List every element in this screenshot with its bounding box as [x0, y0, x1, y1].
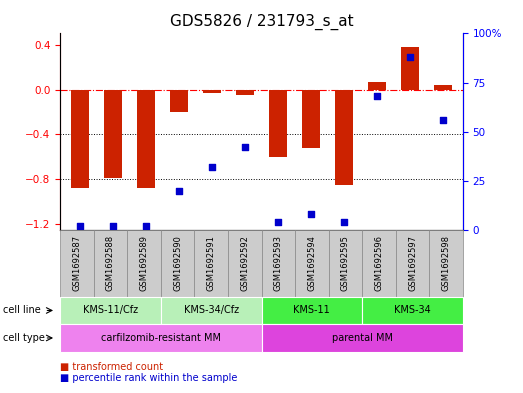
Text: GSM1692587: GSM1692587: [72, 235, 82, 291]
Text: GSM1692597: GSM1692597: [408, 235, 417, 291]
Text: GSM1692598: GSM1692598: [441, 235, 451, 291]
Text: GSM1692596: GSM1692596: [374, 235, 383, 291]
Bar: [170, 90, 188, 112]
Point: [307, 211, 315, 217]
Point: [241, 144, 249, 151]
Bar: [104, 90, 122, 178]
Text: GSM1692590: GSM1692590: [173, 235, 182, 291]
Point: [439, 117, 447, 123]
Text: GSM1692594: GSM1692594: [308, 235, 316, 291]
Bar: [137, 90, 155, 188]
Bar: [368, 82, 386, 90]
Point: [406, 54, 414, 60]
Bar: [203, 90, 221, 93]
Text: KMS-34: KMS-34: [394, 305, 431, 316]
Text: GSM1692588: GSM1692588: [106, 235, 115, 291]
Bar: [269, 90, 287, 157]
Point: [208, 164, 216, 170]
Point: [373, 93, 381, 99]
Bar: [236, 90, 254, 95]
Point: [274, 219, 282, 225]
Bar: [71, 90, 89, 188]
Point: [175, 187, 183, 194]
Text: GSM1692591: GSM1692591: [207, 235, 215, 291]
Text: KMS-11/Cfz: KMS-11/Cfz: [83, 305, 138, 316]
Text: cell line: cell line: [3, 305, 40, 316]
Point: [340, 219, 348, 225]
Text: GSM1692595: GSM1692595: [341, 235, 350, 291]
Text: ■ percentile rank within the sample: ■ percentile rank within the sample: [60, 373, 237, 383]
Text: cell type: cell type: [3, 333, 44, 343]
Text: parental MM: parental MM: [332, 333, 393, 343]
Bar: [401, 47, 419, 90]
Bar: [302, 90, 320, 148]
Point: [142, 223, 150, 229]
Text: carfilzomib-resistant MM: carfilzomib-resistant MM: [101, 333, 221, 343]
Text: KMS-34/Cfz: KMS-34/Cfz: [184, 305, 238, 316]
Text: GSM1692592: GSM1692592: [240, 235, 249, 291]
Text: GSM1692593: GSM1692593: [274, 235, 283, 291]
Point: [109, 223, 117, 229]
Bar: [335, 90, 353, 185]
Text: GDS5826 / 231793_s_at: GDS5826 / 231793_s_at: [169, 14, 354, 30]
Text: KMS-11: KMS-11: [293, 305, 330, 316]
Point: [76, 223, 84, 229]
Text: ■ transformed count: ■ transformed count: [60, 362, 163, 371]
Bar: [434, 85, 452, 90]
Text: GSM1692589: GSM1692589: [140, 235, 149, 291]
